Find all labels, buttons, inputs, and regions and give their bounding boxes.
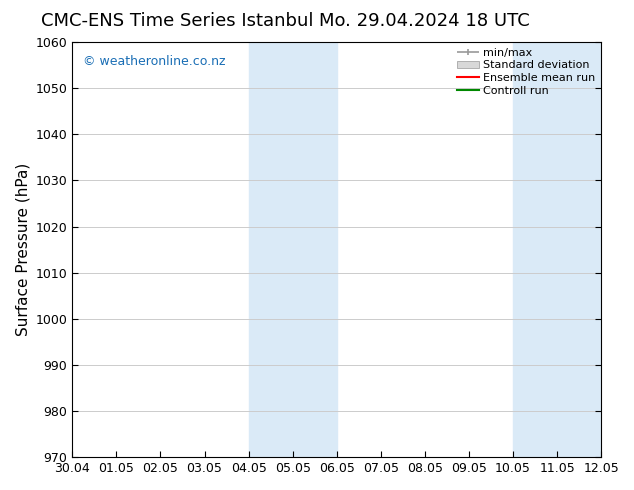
Bar (513, 42, 601, 457)
Text: CMC-ENS Time Series Istanbul: CMC-ENS Time Series Istanbul (41, 12, 314, 30)
Bar (249, 42, 337, 457)
Legend: min/max, Standard deviation, Ensemble mean run, Controll run: min/max, Standard deviation, Ensemble me… (455, 46, 598, 98)
Text: Mo. 29.04.2024 18 UTC: Mo. 29.04.2024 18 UTC (320, 12, 530, 30)
Y-axis label: Surface Pressure (hPa): Surface Pressure (hPa) (15, 163, 30, 336)
Text: © weatheronline.co.nz: © weatheronline.co.nz (83, 54, 225, 68)
